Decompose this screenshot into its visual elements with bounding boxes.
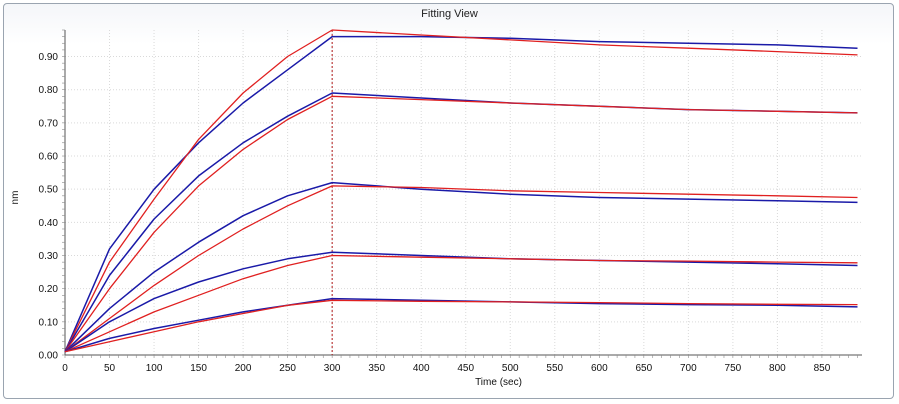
y-tick-label: 0.90 [39, 52, 59, 63]
chart-title: Fitting View [421, 8, 478, 20]
fit-curve [64, 254, 858, 353]
y-tick-label: 0.20 [39, 284, 59, 295]
measured-curve [64, 251, 858, 353]
x-tick-label: 450 [457, 363, 474, 374]
y-tick-label: 0.30 [39, 251, 59, 262]
x-tick-label: 850 [814, 363, 831, 374]
y-tick-label: 0.60 [39, 152, 59, 163]
x-tick-label: 650 [635, 363, 652, 374]
x-tick-label: 250 [279, 363, 296, 374]
measured-curve [64, 297, 858, 353]
axes [62, 29, 862, 358]
y-tick-label: 0.50 [39, 185, 59, 196]
fit-curve [64, 95, 858, 353]
x-tick-label: 550 [546, 363, 563, 374]
x-tick-label: 750 [725, 363, 742, 374]
x-tick-label: 0 [62, 363, 68, 374]
fit-curve [64, 29, 858, 352]
x-tick-label: 400 [413, 363, 430, 374]
x-axis-label: Time (sec) [475, 377, 522, 388]
y-tick-label: 0.00 [39, 351, 59, 362]
fit-curve [64, 299, 858, 353]
x-tick-label: 100 [146, 363, 163, 374]
measured-curve [64, 181, 858, 353]
measured-curve [64, 35, 858, 352]
fit-curve [64, 185, 858, 353]
x-tick-label: 500 [502, 363, 519, 374]
x-tick-label: 700 [680, 363, 697, 374]
x-tick-label: 150 [190, 363, 207, 374]
x-tick-label: 300 [324, 363, 341, 374]
y-tick-label: 0.40 [39, 218, 59, 229]
x-tick-label: 350 [368, 363, 385, 374]
series-lines [64, 29, 858, 355]
tick-labels: 0 50 100 150 200 250 300 350 400 450 500 550 600 650 7… [39, 52, 831, 374]
y-axis-label: nm [10, 191, 21, 205]
x-tick-label: 800 [769, 363, 786, 374]
x-tick-label: 600 [591, 363, 608, 374]
x-tick-label: 50 [104, 363, 116, 374]
grid-lines [64, 30, 862, 356]
y-tick-label: 0.80 [39, 85, 59, 96]
y-tick-label: 0.10 [39, 317, 59, 328]
y-tick-label: 0.70 [39, 118, 59, 129]
x-tick-label: 200 [235, 363, 252, 374]
